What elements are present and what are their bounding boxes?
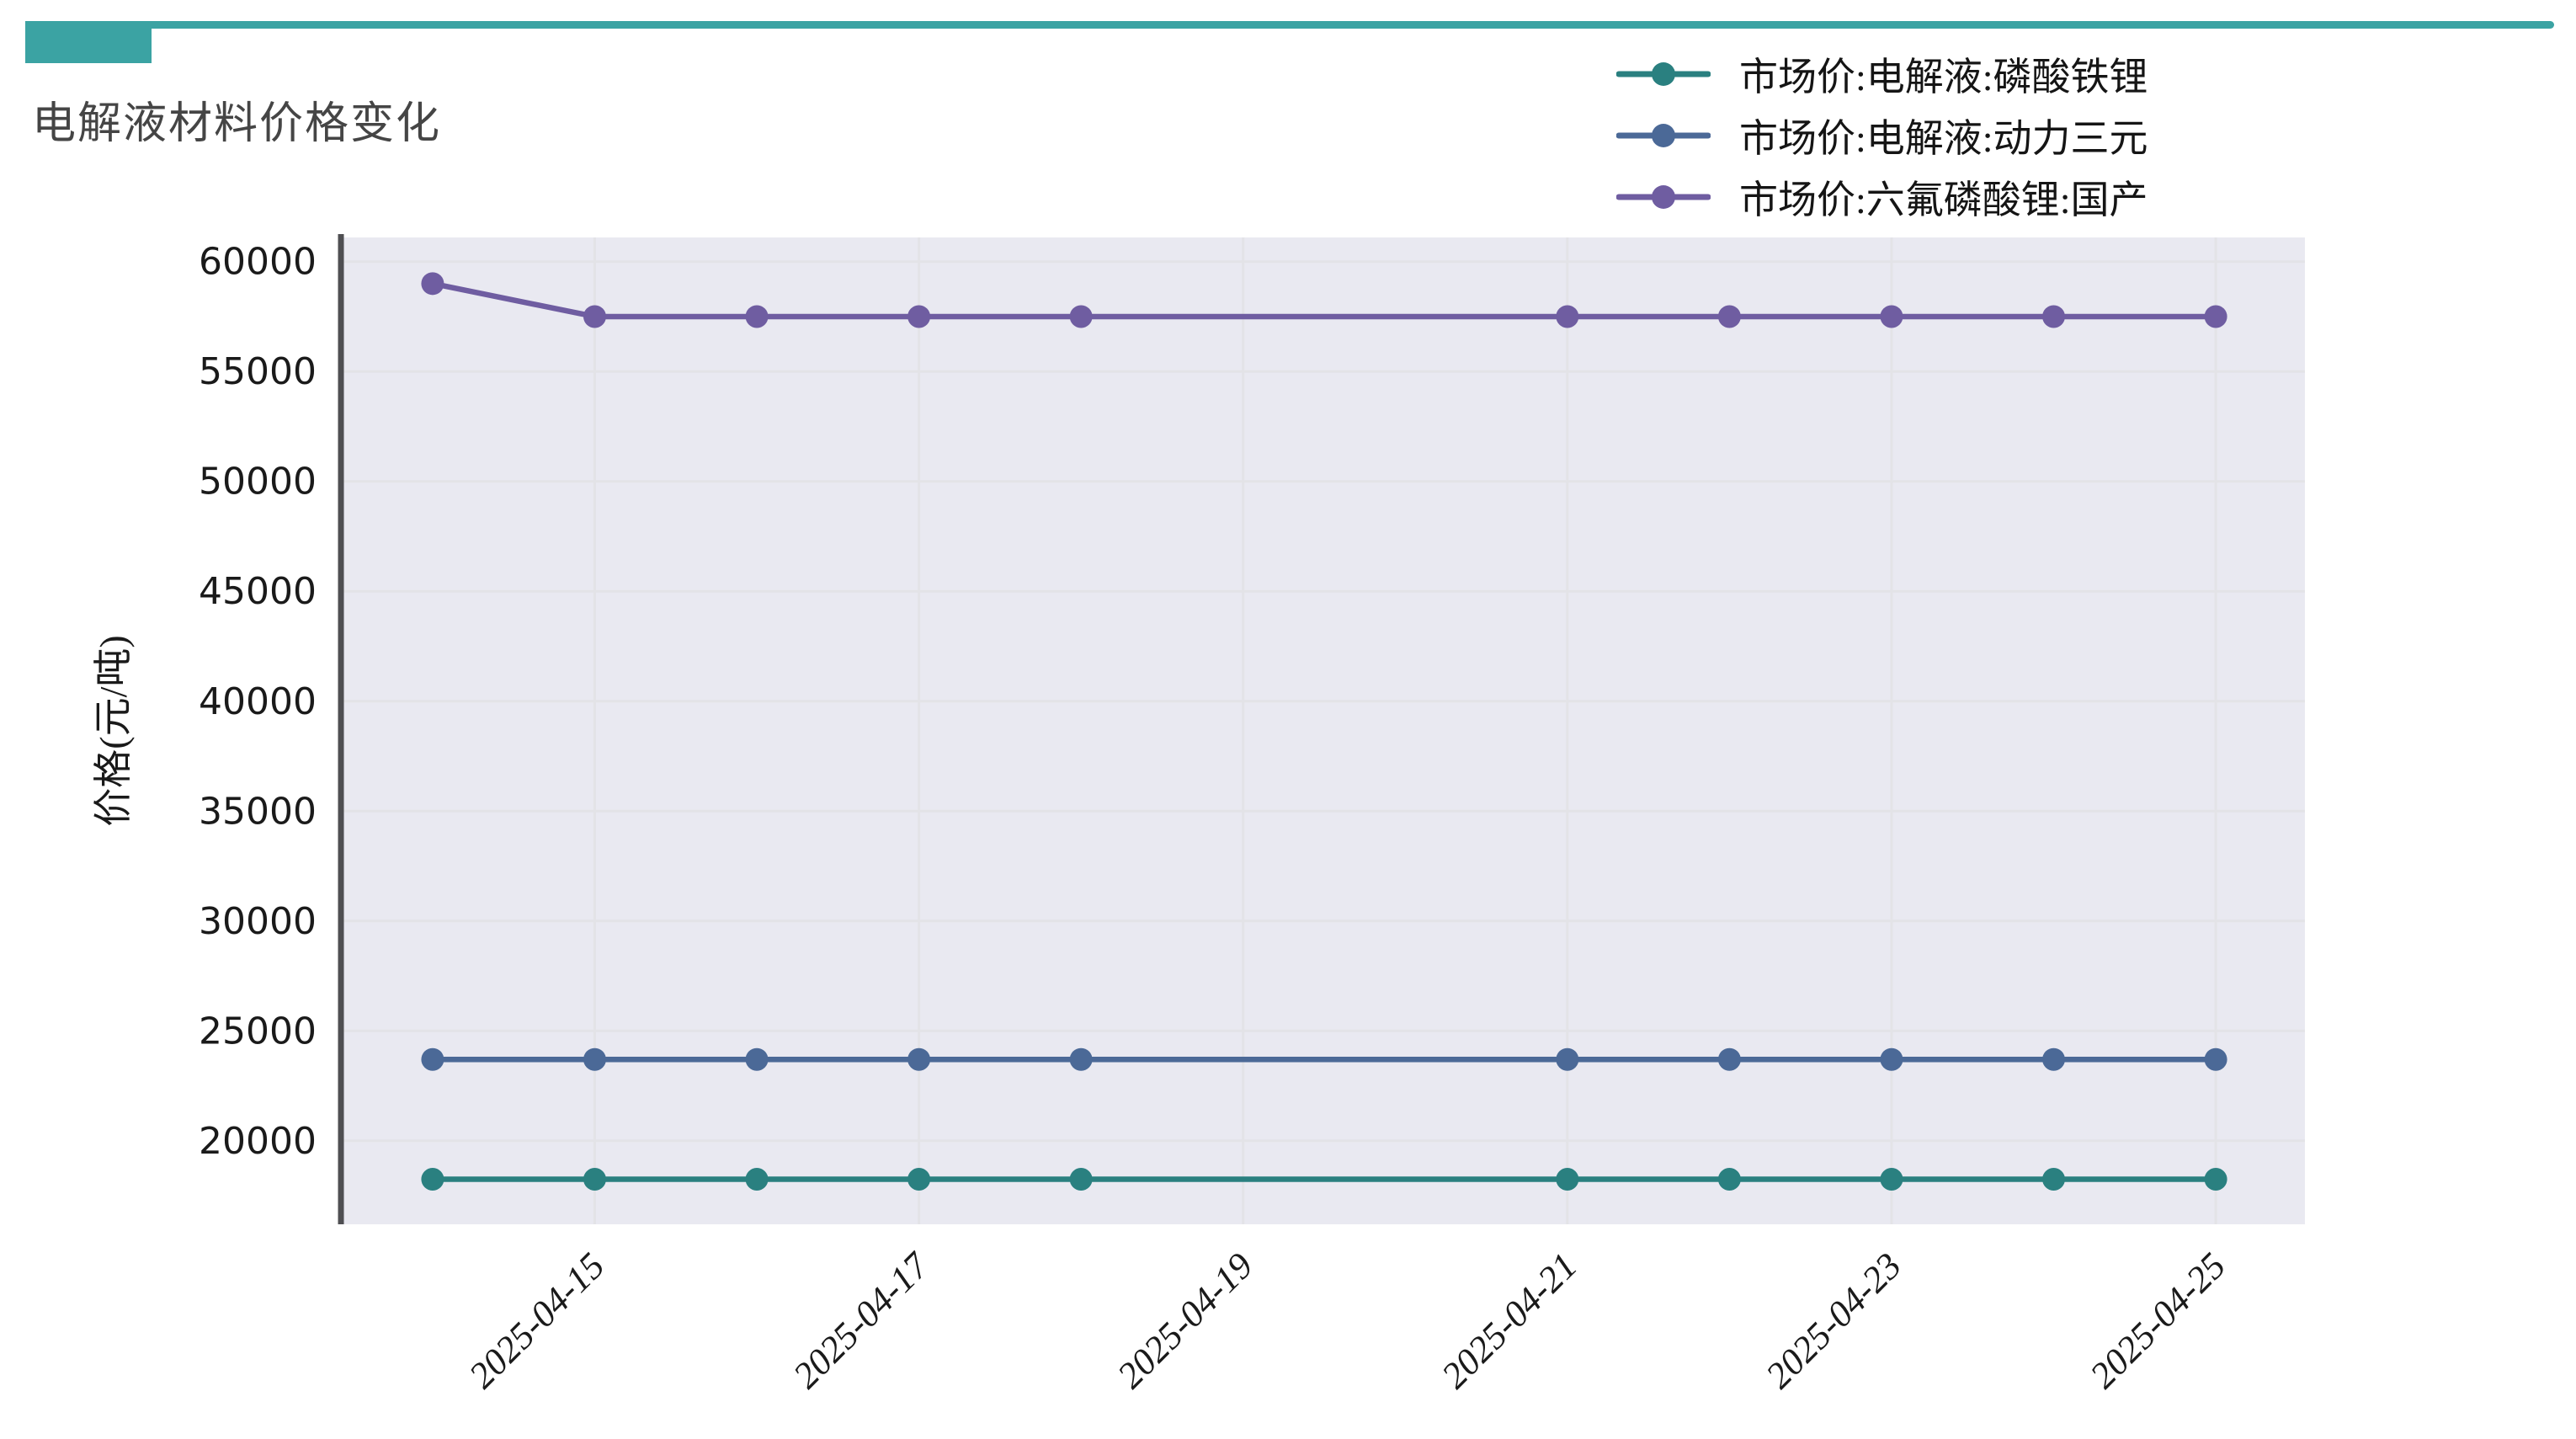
series-2-point bbox=[2042, 305, 2066, 328]
series-0-point bbox=[583, 1167, 606, 1191]
y-tick-label: 30000 bbox=[199, 900, 317, 943]
series-0-point bbox=[1880, 1167, 1903, 1191]
x-tick-label: 2025-04-15 bbox=[461, 1244, 613, 1396]
series-2-point bbox=[1880, 305, 1903, 328]
x-tick-label: 2025-04-23 bbox=[1758, 1244, 1909, 1396]
series-1-point bbox=[1556, 1047, 1579, 1071]
y-tick-label: 35000 bbox=[199, 790, 317, 833]
y-tick-label: 20000 bbox=[199, 1120, 317, 1163]
y-tick-label: 40000 bbox=[199, 680, 317, 723]
legend-item-series-0: 市场价:电解液:磷酸铁锂 bbox=[1616, 56, 2148, 99]
series-2-point bbox=[1556, 305, 1579, 328]
y-tick-label: 60000 bbox=[199, 241, 317, 284]
series-0-point bbox=[745, 1167, 769, 1191]
series-2-point bbox=[1717, 305, 1741, 328]
plot-background bbox=[343, 237, 2305, 1224]
series-0-point bbox=[2042, 1167, 2066, 1191]
series-2-point bbox=[745, 305, 769, 328]
series-1-point bbox=[1069, 1047, 1093, 1071]
series-1-point bbox=[2042, 1047, 2066, 1071]
series-1-point bbox=[745, 1047, 769, 1071]
series-1-point bbox=[2204, 1047, 2227, 1071]
y-tick-label: 55000 bbox=[199, 350, 317, 393]
legend-item-series-2: 市场价:六氟磷酸锂:国产 bbox=[1616, 179, 2148, 221]
legend-label: 市场价:六氟磷酸锂:国产 bbox=[1739, 179, 2148, 221]
series-1-point bbox=[1717, 1047, 1741, 1071]
y-tick-label: 45000 bbox=[199, 570, 317, 613]
x-tick-label: 2025-04-21 bbox=[1434, 1244, 1585, 1396]
chart-legend: 市场价:电解液:磷酸铁锂 市场价:电解液:动力三元 市场价:六氟磷酸锂:国产 bbox=[1616, 56, 2148, 221]
series-0-point bbox=[421, 1167, 444, 1191]
series-0-point bbox=[1717, 1167, 1741, 1191]
series-2-point bbox=[2204, 305, 2227, 328]
series-2-point bbox=[907, 305, 931, 328]
series-1-point bbox=[583, 1047, 606, 1071]
chart-title: 电解液材料价格变化 bbox=[32, 100, 442, 148]
x-tick-label: 2025-04-19 bbox=[1110, 1244, 1261, 1396]
series-line-2 bbox=[429, 280, 2219, 320]
accent-topbar bbox=[25, 21, 2554, 29]
x-tick-label: 2025-04-17 bbox=[785, 1244, 938, 1396]
y-tick-label: 50000 bbox=[199, 461, 317, 504]
series-1-point bbox=[421, 1047, 444, 1071]
y-tick-label: 25000 bbox=[199, 1010, 317, 1053]
series-2-point bbox=[583, 305, 606, 328]
y-axis-title: 价格(元/吨) bbox=[92, 635, 135, 826]
series-0-point bbox=[907, 1167, 931, 1191]
x-tick-label: 2025-04-25 bbox=[2082, 1244, 2233, 1396]
legend-line-marker-icon bbox=[1616, 124, 1711, 147]
legend-item-series-1: 市场价:电解液:动力三元 bbox=[1616, 117, 2148, 160]
legend-label: 市场价:电解液:动力三元 bbox=[1739, 117, 2148, 160]
series-2-point bbox=[1069, 305, 1093, 328]
series-2-point bbox=[421, 272, 444, 296]
accent-corner-block bbox=[25, 21, 152, 63]
series-1-point bbox=[907, 1047, 931, 1071]
legend-line-marker-icon bbox=[1616, 185, 1711, 209]
series-1-point bbox=[1880, 1047, 1903, 1071]
series-0-point bbox=[2204, 1167, 2227, 1191]
series-0-point bbox=[1556, 1167, 1579, 1191]
legend-line-marker-icon bbox=[1616, 62, 1711, 86]
legend-label: 市场价:电解液:磷酸铁锂 bbox=[1739, 56, 2148, 99]
series-0-point bbox=[1069, 1167, 1093, 1191]
